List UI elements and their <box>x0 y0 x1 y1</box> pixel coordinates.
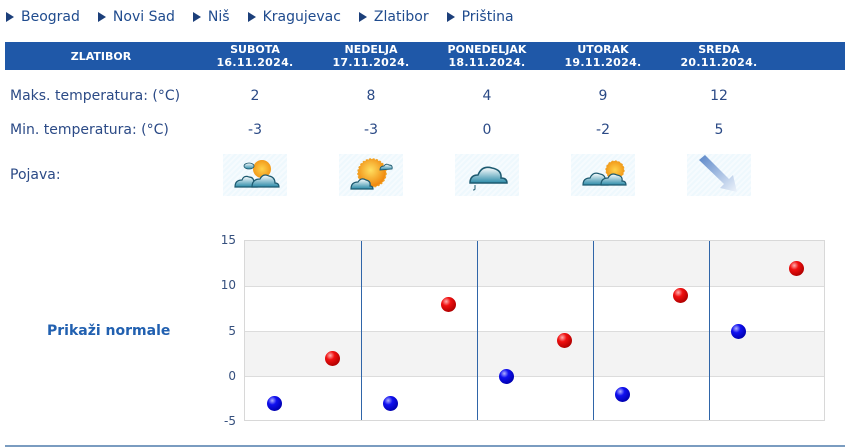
city-label: Beograd <box>21 9 80 25</box>
day-divider <box>361 241 362 420</box>
day-header: UTORAK 19.11.2024. <box>545 42 661 70</box>
day-name: PONEDELJAK <box>447 43 527 56</box>
min-temp-value: -3 <box>364 122 378 138</box>
day-divider <box>593 241 594 420</box>
day-date: 20.11.2024. <box>680 56 758 69</box>
city-link-pristina[interactable]: Priština <box>446 9 514 25</box>
city-label: Zlatibor <box>373 9 429 25</box>
grid-band <box>245 241 824 286</box>
city-label: Novi Sad <box>112 9 175 25</box>
min-temp-label: Min. temperatura: (°C) <box>10 122 169 138</box>
cloudy-drizzle-icon <box>455 154 519 196</box>
min-temp-value: -3 <box>248 122 262 138</box>
min-temp-row: Min. temperatura: (°C) -3 -3 0 -2 5 <box>10 120 845 140</box>
city-label: Niš <box>207 9 230 25</box>
mostly-sunny-icon <box>339 154 403 196</box>
max-temp-value: 4 <box>482 88 492 104</box>
day-header: SUBOTA 16.11.2024. <box>197 42 313 70</box>
arrow-right-icon <box>6 12 14 22</box>
y-tick: 0 <box>228 369 236 383</box>
min-temp-point <box>730 324 746 339</box>
city-label: Priština <box>461 9 514 25</box>
day-name: UTORAK <box>577 43 629 56</box>
min-temp-value: 5 <box>714 122 724 138</box>
arrow-right-icon <box>192 12 201 22</box>
day-name: NEDELJA <box>344 43 398 56</box>
max-temp-point <box>788 260 804 276</box>
city-link-zlatibor[interactable]: Zlatibor <box>358 9 429 25</box>
max-temp-label: Maks. temperatura: (°C) <box>10 88 181 104</box>
day-header: PONEDELJAK 18.11.2024. <box>429 42 545 70</box>
arrow-right-icon <box>247 12 256 22</box>
city-link-beograd[interactable]: Beograd <box>6 9 80 25</box>
city-link-novi-sad[interactable]: Novi Sad <box>97 9 175 25</box>
day-date: 16.11.2024. <box>216 56 294 69</box>
wind-arrow-icon <box>687 154 751 196</box>
arrow-right-icon <box>446 12 455 22</box>
grid-band <box>245 331 824 376</box>
partly-cloudy-sun-icon <box>571 154 635 196</box>
weather-icon-cell <box>313 154 429 196</box>
weather-condition-row: Pojava: <box>10 153 845 197</box>
day-name: SREDA <box>698 43 740 56</box>
min-temp-point <box>382 396 398 412</box>
weather-icon-cell <box>197 154 313 196</box>
y-tick: 15 <box>220 233 236 247</box>
min-temp-point <box>266 396 282 412</box>
city-label: Kragujevac <box>262 9 341 25</box>
grid-line <box>245 376 824 377</box>
weather-icon-cell <box>661 154 777 196</box>
city-link-nis[interactable]: Niš <box>192 9 230 25</box>
partly-cloudy-icon <box>223 154 287 196</box>
day-header: SREDA 20.11.2024. <box>661 42 777 70</box>
location-title: ZLATIBOR <box>70 49 132 63</box>
day-header: NEDELJA 17.11.2024. <box>313 42 429 70</box>
arrow-right-icon <box>358 12 367 22</box>
day-divider <box>709 241 710 420</box>
max-temp-value: 8 <box>366 88 376 104</box>
grid-line <box>245 286 824 287</box>
weather-condition-label: Pojava: <box>10 167 61 183</box>
max-temp-value: 12 <box>710 88 728 104</box>
min-temp-point <box>614 387 630 403</box>
grid-line <box>245 331 824 332</box>
min-temp-point <box>498 369 514 385</box>
day-name: SUBOTA <box>230 43 280 56</box>
y-tick: 5 <box>228 324 236 338</box>
max-temp-point <box>440 296 456 312</box>
arrow-right-icon <box>97 12 106 22</box>
day-date: 19.11.2024. <box>564 56 642 69</box>
y-tick: 10 <box>220 278 236 292</box>
weather-icon-cell <box>429 154 545 196</box>
weather-icon-cell <box>545 154 661 196</box>
max-temp-value: 9 <box>598 88 608 104</box>
min-temp-value: -2 <box>596 122 610 138</box>
min-temp-value: 0 <box>482 122 492 138</box>
show-normals-link[interactable]: Prikaži normale <box>47 323 171 339</box>
day-divider <box>477 241 478 420</box>
max-temp-point <box>556 333 572 349</box>
bottom-divider <box>5 445 845 447</box>
y-tick: -5 <box>224 414 236 428</box>
day-date: 18.11.2024. <box>448 56 526 69</box>
day-date: 17.11.2024. <box>332 56 410 69</box>
city-nav: Beograd Novi Sad Niš Kragujevac Zlatibor… <box>6 7 532 27</box>
forecast-header: ZLATIBOR SUBOTA 16.11.2024. NEDELJA 17.11.… <box>5 42 845 70</box>
max-temp-point <box>324 351 340 367</box>
max-temp-value: 2 <box>250 88 260 104</box>
temperature-chart <box>244 240 825 421</box>
max-temp-point <box>672 287 688 303</box>
max-temp-row: Maks. temperatura: (°C) 2 8 4 9 12 <box>10 86 845 106</box>
city-link-kragujevac[interactable]: Kragujevac <box>247 9 341 25</box>
